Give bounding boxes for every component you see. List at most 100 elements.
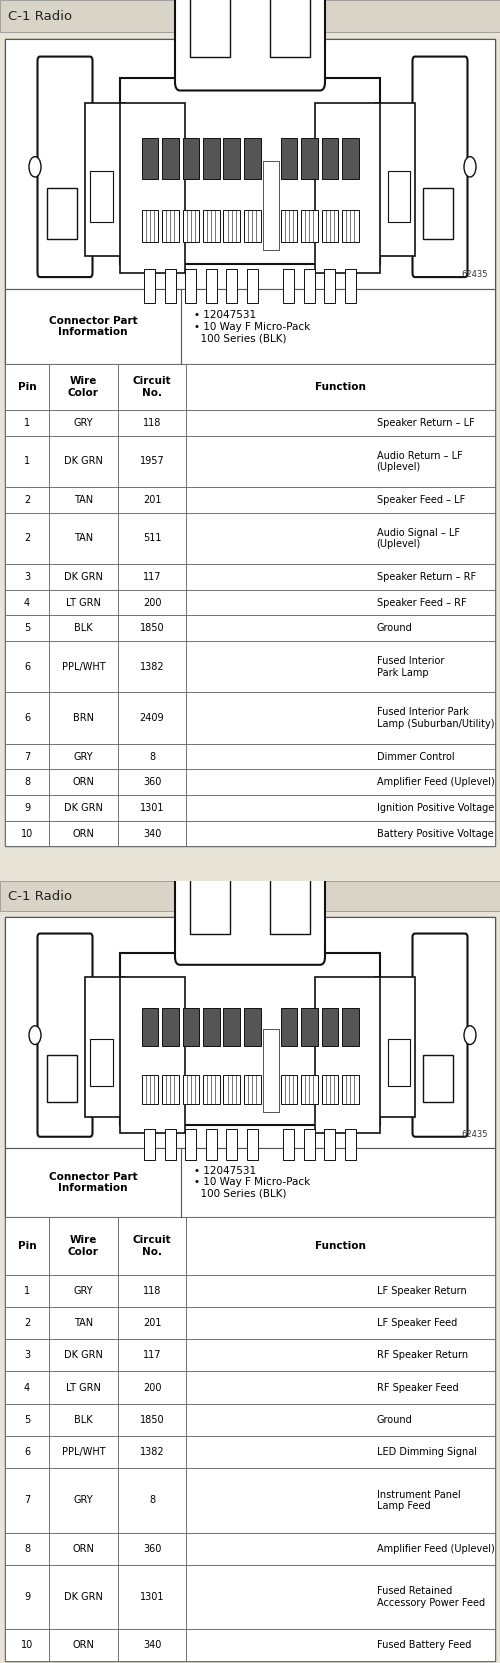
Bar (186, 487, 495, 512)
Text: 6: 6 (24, 1447, 30, 1457)
Text: 1850: 1850 (140, 624, 164, 634)
Bar (224, 1008, 240, 1046)
Bar (49, 822, 117, 846)
FancyBboxPatch shape (175, 0, 325, 90)
Text: GRY: GRY (74, 417, 93, 427)
Bar (5, 289, 495, 364)
Bar (186, 770, 495, 795)
Text: • 12047531
• 10 Way F Micro-Pack
  100 Series (BLK): • 12047531 • 10 Way F Micro-Pack 100 Ser… (194, 1166, 310, 1199)
Bar (342, 138, 358, 178)
Bar (5, 1565, 49, 1630)
Text: Instrument Panel
Lamp Feed: Instrument Panel Lamp Feed (376, 1490, 460, 1512)
Bar (5, 512, 49, 564)
Bar (0, 881, 500, 911)
Text: RF Speaker Feed: RF Speaker Feed (376, 1382, 458, 1392)
Bar (224, 138, 240, 178)
Bar (142, 1008, 158, 1046)
Bar (224, 1074, 240, 1104)
Text: 2: 2 (24, 496, 30, 506)
Bar (5, 487, 49, 512)
Text: 10: 10 (21, 1640, 33, 1650)
Bar (49, 770, 117, 795)
Text: GRY: GRY (74, 752, 93, 762)
Bar (5, 692, 49, 743)
Text: LF Speaker Return: LF Speaker Return (376, 1285, 466, 1295)
Text: ORN: ORN (72, 1543, 94, 1553)
Text: Fused Interior
Park Lamp: Fused Interior Park Lamp (376, 655, 444, 677)
Text: 201: 201 (143, 496, 161, 506)
Bar (322, 1008, 338, 1046)
Bar (142, 1074, 158, 1104)
Bar (118, 1339, 186, 1372)
Bar (5, 918, 495, 1147)
Bar (206, 269, 217, 303)
Bar (90, 1039, 112, 1086)
Bar (206, 1129, 217, 1161)
Text: C-1 Radio: C-1 Radio (8, 890, 72, 903)
Bar (203, 138, 220, 178)
Bar (203, 210, 220, 243)
Bar (5, 1468, 49, 1533)
Bar (186, 1565, 495, 1630)
Bar (342, 1008, 358, 1046)
Text: Speaker Feed – LF: Speaker Feed – LF (376, 496, 465, 506)
Bar (118, 512, 186, 564)
Text: TAN: TAN (74, 1319, 93, 1329)
Bar (5, 364, 49, 411)
Text: 6: 6 (24, 713, 30, 723)
Bar (49, 411, 117, 436)
Bar (345, 269, 356, 303)
Bar (49, 590, 117, 615)
Bar (49, 1468, 117, 1533)
Bar (120, 78, 380, 264)
Bar (118, 1630, 186, 1661)
Text: 62435: 62435 (461, 1129, 487, 1139)
Bar (49, 512, 117, 564)
Bar (185, 1129, 196, 1161)
Bar (49, 1217, 117, 1276)
Text: Speaker Return – LF: Speaker Return – LF (376, 417, 474, 427)
Text: Ground: Ground (376, 1415, 412, 1425)
Bar (118, 1468, 186, 1533)
Bar (120, 103, 185, 273)
Bar (182, 1008, 199, 1046)
Bar (49, 1372, 117, 1404)
Bar (118, 436, 186, 487)
Text: TAN: TAN (74, 496, 93, 506)
Bar (186, 1533, 495, 1565)
Text: 118: 118 (143, 1285, 161, 1295)
Bar (5, 1435, 49, 1468)
Bar (118, 770, 186, 795)
Text: 1: 1 (24, 456, 30, 466)
Text: 4: 4 (24, 597, 30, 607)
Bar (118, 1533, 186, 1565)
Text: 117: 117 (143, 572, 161, 582)
Bar (5, 1147, 495, 1217)
Bar (5, 436, 49, 487)
Text: GRY: GRY (74, 1285, 93, 1295)
Text: 3: 3 (24, 1350, 30, 1360)
Bar (422, 1054, 452, 1101)
Bar (345, 1129, 356, 1161)
Bar (186, 822, 495, 846)
Bar (118, 1217, 186, 1276)
FancyBboxPatch shape (38, 57, 92, 278)
Bar (49, 795, 117, 822)
Bar (5, 1372, 49, 1404)
Bar (5, 795, 49, 822)
Bar (262, 1029, 278, 1113)
Bar (186, 564, 495, 590)
Bar (244, 1008, 260, 1046)
Text: 201: 201 (143, 1319, 161, 1329)
Bar (164, 269, 175, 303)
Text: Circuit
No.: Circuit No. (132, 1236, 172, 1257)
Text: DK GRN: DK GRN (64, 456, 103, 466)
Bar (203, 1008, 220, 1046)
Bar (422, 188, 452, 239)
Bar (5, 411, 49, 436)
Bar (5, 615, 49, 640)
Bar (270, 0, 310, 57)
Bar (49, 364, 117, 411)
Text: 200: 200 (143, 597, 161, 607)
Text: Circuit
No.: Circuit No. (132, 376, 172, 397)
